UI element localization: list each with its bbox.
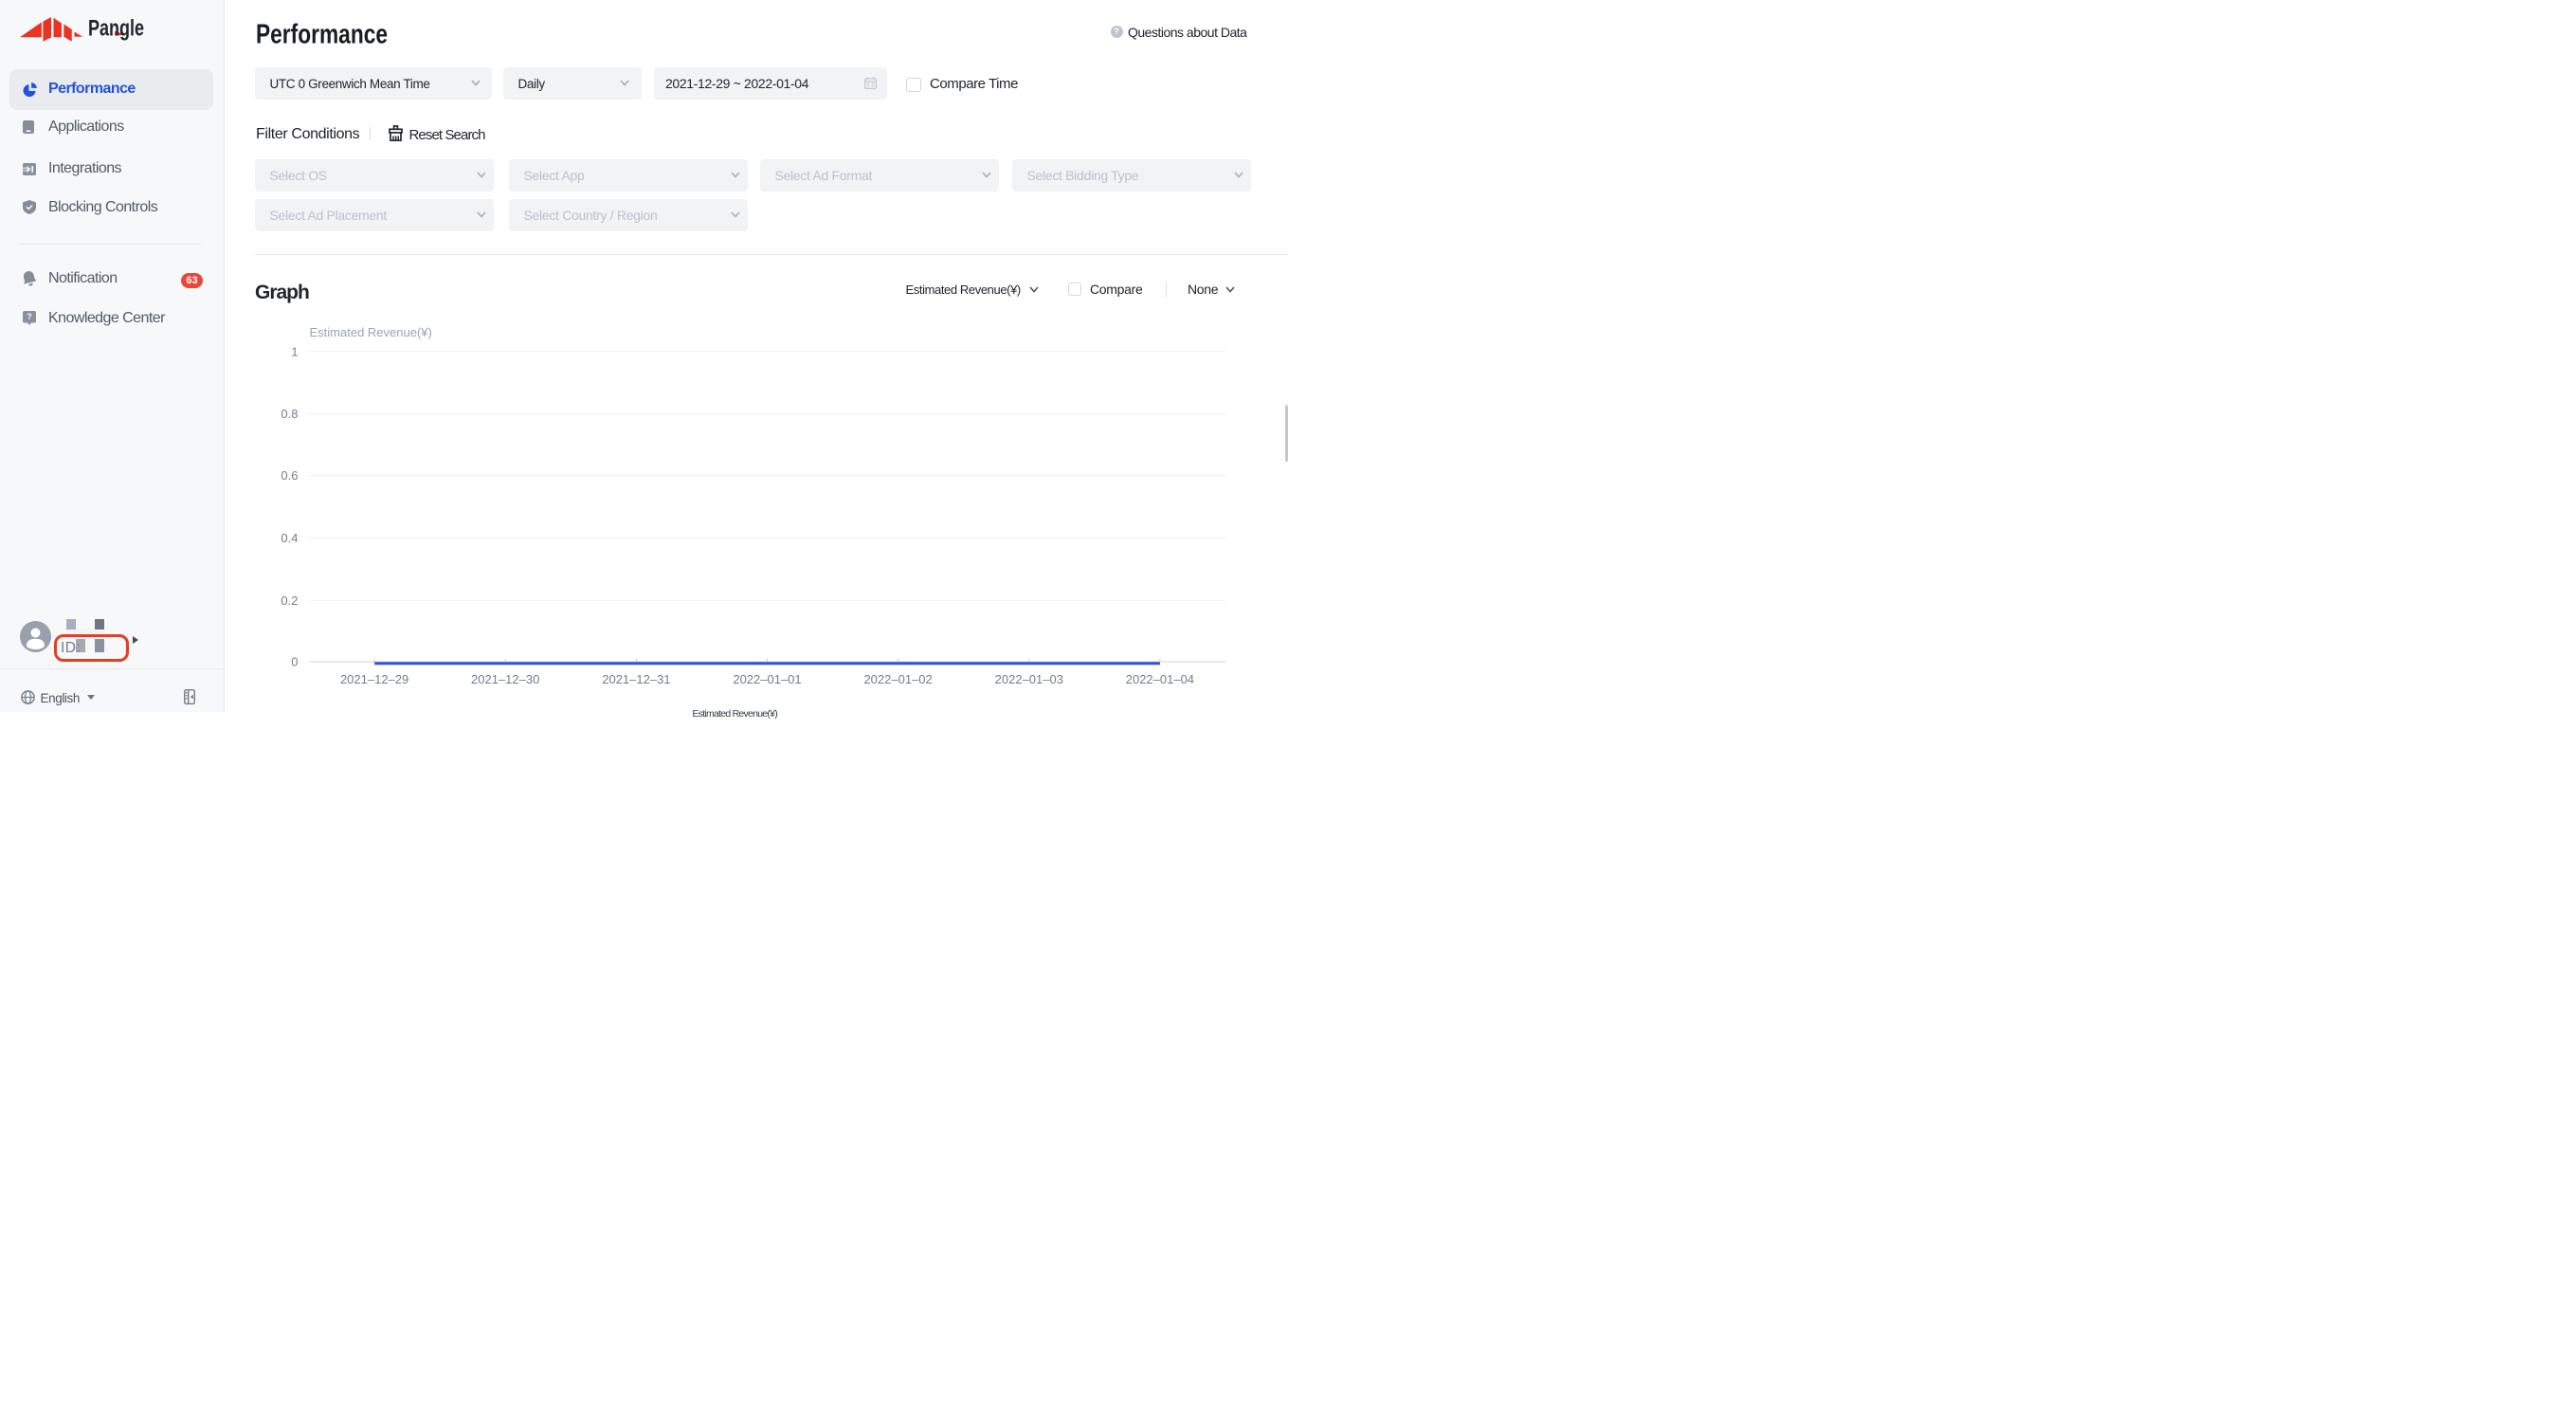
svg-text:0.8: 0.8 [281, 407, 298, 421]
svg-text:1: 1 [291, 344, 298, 358]
svg-text:2022–01–02: 2022–01–02 [863, 672, 932, 686]
svg-text:2021–12–31: 2021–12–31 [602, 672, 670, 686]
svg-text:2022–01–03: 2022–01–03 [995, 672, 1063, 686]
svg-text:?: ? [27, 312, 32, 321]
svg-text:0.4: 0.4 [281, 531, 298, 545]
svg-text:Estimated Revenue(¥): Estimated Revenue(¥) [310, 325, 432, 339]
svg-text:2022–01–04: 2022–01–04 [1126, 672, 1194, 686]
svg-text:Performance: Performance [256, 20, 388, 50]
svg-text:0: 0 [291, 655, 298, 669]
svg-text:2021–12–30: 2021–12–30 [471, 672, 539, 686]
svg-text:0.6: 0.6 [281, 468, 298, 483]
svg-text:2022–01–01: 2022–01–01 [733, 672, 801, 686]
svg-text:2021–12–29: 2021–12–29 [340, 672, 408, 686]
svg-text:Pangle: Pangle [88, 17, 144, 42]
svg-text:0.2: 0.2 [281, 593, 298, 608]
